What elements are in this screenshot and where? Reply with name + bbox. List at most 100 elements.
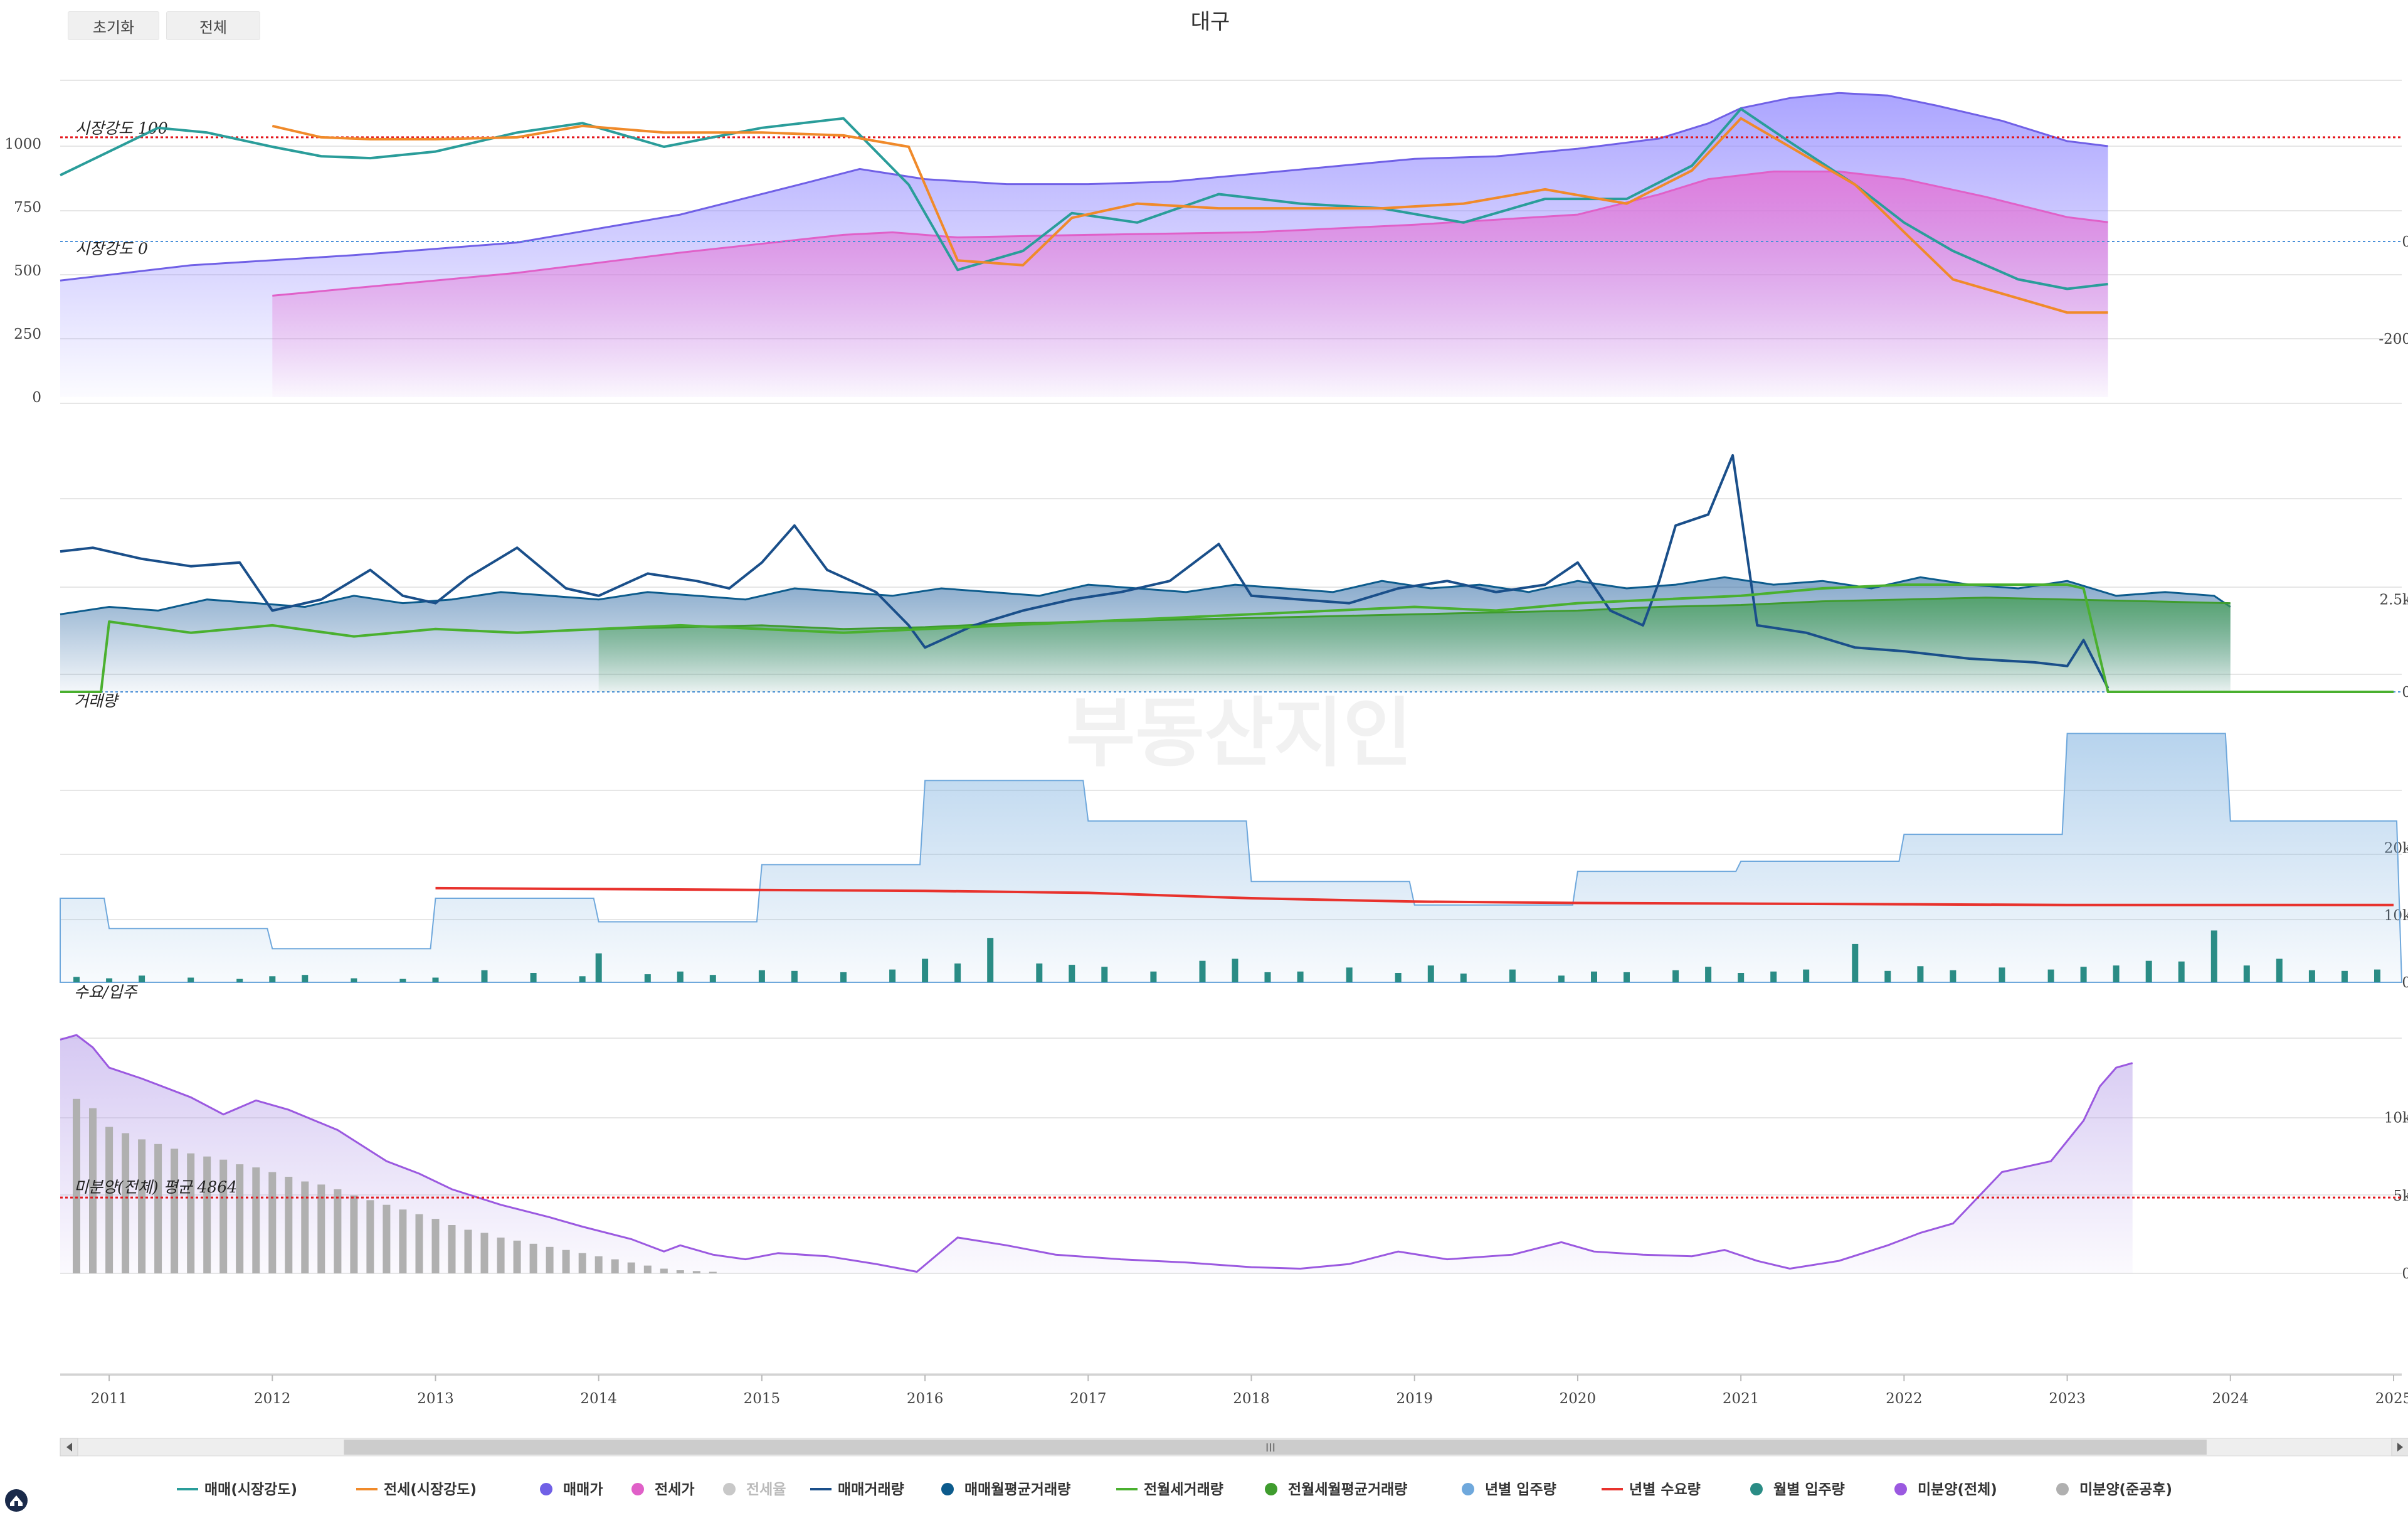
legend-dot-symbol <box>941 1483 954 1495</box>
bar-monthly-supply <box>1770 971 1777 982</box>
legend-item[interactable]: 전세가 <box>631 1482 694 1498</box>
y-tick-label: 500 <box>14 263 41 279</box>
legend-dot-symbol <box>1750 1483 1763 1495</box>
unsold-panel: 10k 5k 0 미분양(전체) 평균 4864 <box>60 1034 2408 1282</box>
watermark: 부동산지인 <box>1066 690 1412 777</box>
x-tick-label: 2019 <box>1396 1391 1433 1407</box>
bar-monthly-supply <box>1264 972 1271 982</box>
bar-unsold-completed <box>709 1271 717 1273</box>
bar-unsold-completed <box>594 1256 603 1273</box>
legend-item[interactable]: 년별 입주량 <box>1462 1482 1556 1498</box>
series-line-rent-volume <box>60 583 2394 693</box>
bar-unsold-completed <box>236 1164 244 1273</box>
bar-monthly-supply <box>644 974 651 982</box>
bar-unsold-completed <box>219 1159 228 1273</box>
bar-monthly-supply <box>1917 966 1924 982</box>
bar-monthly-supply <box>922 958 929 982</box>
annotation-strength-0: 시장강도 0 <box>75 240 148 258</box>
bar-unsold-completed <box>122 1133 130 1273</box>
horizontal-scrollbar[interactable]: III <box>60 1438 2408 1457</box>
legend-item[interactable]: 미분양(준공후) <box>2056 1482 2172 1498</box>
bar-unsold-completed <box>350 1195 358 1273</box>
bar-monthly-supply <box>1950 970 1956 982</box>
x-tick-label: 2017 <box>1070 1391 1107 1407</box>
bar-unsold-completed <box>448 1225 456 1273</box>
legend-label: 매매(시장강도) <box>204 1482 297 1498</box>
chevron-right-icon <box>2397 1443 2403 1452</box>
bar-unsold-completed <box>529 1243 537 1273</box>
legend-label: 월별 입주량 <box>1773 1482 1845 1498</box>
bar-monthly-supply <box>1999 967 2005 982</box>
bar-monthly-supply <box>1705 967 1712 982</box>
legend-item[interactable]: 미분양(전체) <box>1894 1482 1997 1498</box>
legend-label: 전세율 <box>746 1482 786 1498</box>
series-line-sale-price <box>60 92 2108 282</box>
legend-item[interactable]: 매매거래량 <box>810 1482 904 1498</box>
supply-demand-panel: 20k10k0수요/입주 <box>60 733 2408 1001</box>
legend-label: 년별 수요량 <box>1629 1482 1701 1498</box>
bar-unsold-completed <box>627 1262 635 1273</box>
bar-unsold-completed <box>497 1237 505 1273</box>
bar-monthly-supply <box>351 978 357 982</box>
bar-monthly-supply <box>1232 958 1238 982</box>
scrollbar-thumb[interactable] <box>344 1440 2207 1455</box>
bar-monthly-supply <box>1069 965 1075 982</box>
bar-unsold-completed <box>154 1144 162 1273</box>
bar-monthly-supply <box>595 953 602 982</box>
y-tick-label: 1000 <box>4 136 41 152</box>
bar-monthly-supply <box>1460 974 1467 982</box>
bar-monthly-supply <box>530 973 537 982</box>
bar-monthly-supply <box>2145 960 2152 982</box>
bar-monthly-supply <box>432 977 439 982</box>
bar-unsold-completed <box>89 1108 97 1273</box>
legend-item[interactable]: 월별 입주량 <box>1750 1482 1845 1498</box>
bar-monthly-supply <box>840 972 847 982</box>
x-tick-label: 2020 <box>1560 1391 1597 1407</box>
home-icon[interactable] <box>5 1489 28 1512</box>
bar-monthly-supply <box>106 978 113 982</box>
bar-unsold-completed <box>660 1268 668 1273</box>
bar-unsold-completed <box>334 1189 342 1273</box>
bar-unsold-completed <box>546 1246 554 1273</box>
reset-button[interactable]: 초기화 <box>68 11 159 40</box>
legend-item[interactable]: 전월세거래량 <box>1116 1482 1223 1498</box>
bar-unsold-completed <box>578 1253 586 1273</box>
bar-monthly-supply <box>2374 969 2380 982</box>
legend-label: 매매월평균거래량 <box>964 1482 1070 1498</box>
y-tick-label: 750 <box>14 199 41 216</box>
annotation-strength-100: 시장강도 100 <box>75 119 168 137</box>
bar-monthly-supply <box>1884 970 1891 982</box>
x-tick-label: 2018 <box>1233 1391 1270 1407</box>
y-right-tick-label: 2.5k <box>2379 592 2408 608</box>
legend-item[interactable]: 매매가 <box>540 1482 603 1498</box>
all-button[interactable]: 전체 <box>166 11 260 40</box>
legend-label: 전세(시장강도) <box>384 1482 477 1498</box>
legend-item[interactable]: 매매(시장강도) <box>177 1482 297 1498</box>
legend-label: 매매가 <box>563 1482 603 1498</box>
x-tick-label: 2014 <box>580 1391 617 1407</box>
legend-item[interactable]: 전세(시장강도) <box>356 1482 477 1498</box>
bar-monthly-supply <box>677 971 684 982</box>
bar-monthly-supply <box>2341 970 2348 982</box>
x-tick-label: 2025 <box>2375 1391 2408 1407</box>
legend-item[interactable]: 매매월평균거래량 <box>941 1482 1070 1498</box>
bar-unsold-completed <box>285 1177 293 1273</box>
bar-unsold-completed <box>431 1219 440 1273</box>
bar-unsold-completed <box>383 1204 391 1273</box>
y-right-tick-label: 0 <box>2402 234 2408 250</box>
legend-item[interactable]: 전월세월평균거래량 <box>1265 1482 1407 1498</box>
y-right-tick-label: 0 <box>2402 975 2408 991</box>
legend-dot-symbol <box>631 1483 644 1495</box>
legend-label: 미분양(전체) <box>1918 1482 1997 1498</box>
legend-item[interactable]: 전세율 <box>723 1482 786 1498</box>
legend-dot-symbol <box>1894 1483 1907 1495</box>
bar-unsold-completed <box>301 1181 309 1273</box>
bar-unsold-completed <box>692 1271 700 1273</box>
bar-monthly-supply <box>1427 965 1434 982</box>
bar-monthly-supply <box>579 976 586 982</box>
legend-item[interactable]: 년별 수요량 <box>1602 1482 1701 1498</box>
volume-panel: 2.5k 0 거래량 <box>60 454 2408 710</box>
y-tick-label: 0 <box>32 390 41 406</box>
x-tick-label: 2011 <box>91 1391 128 1407</box>
